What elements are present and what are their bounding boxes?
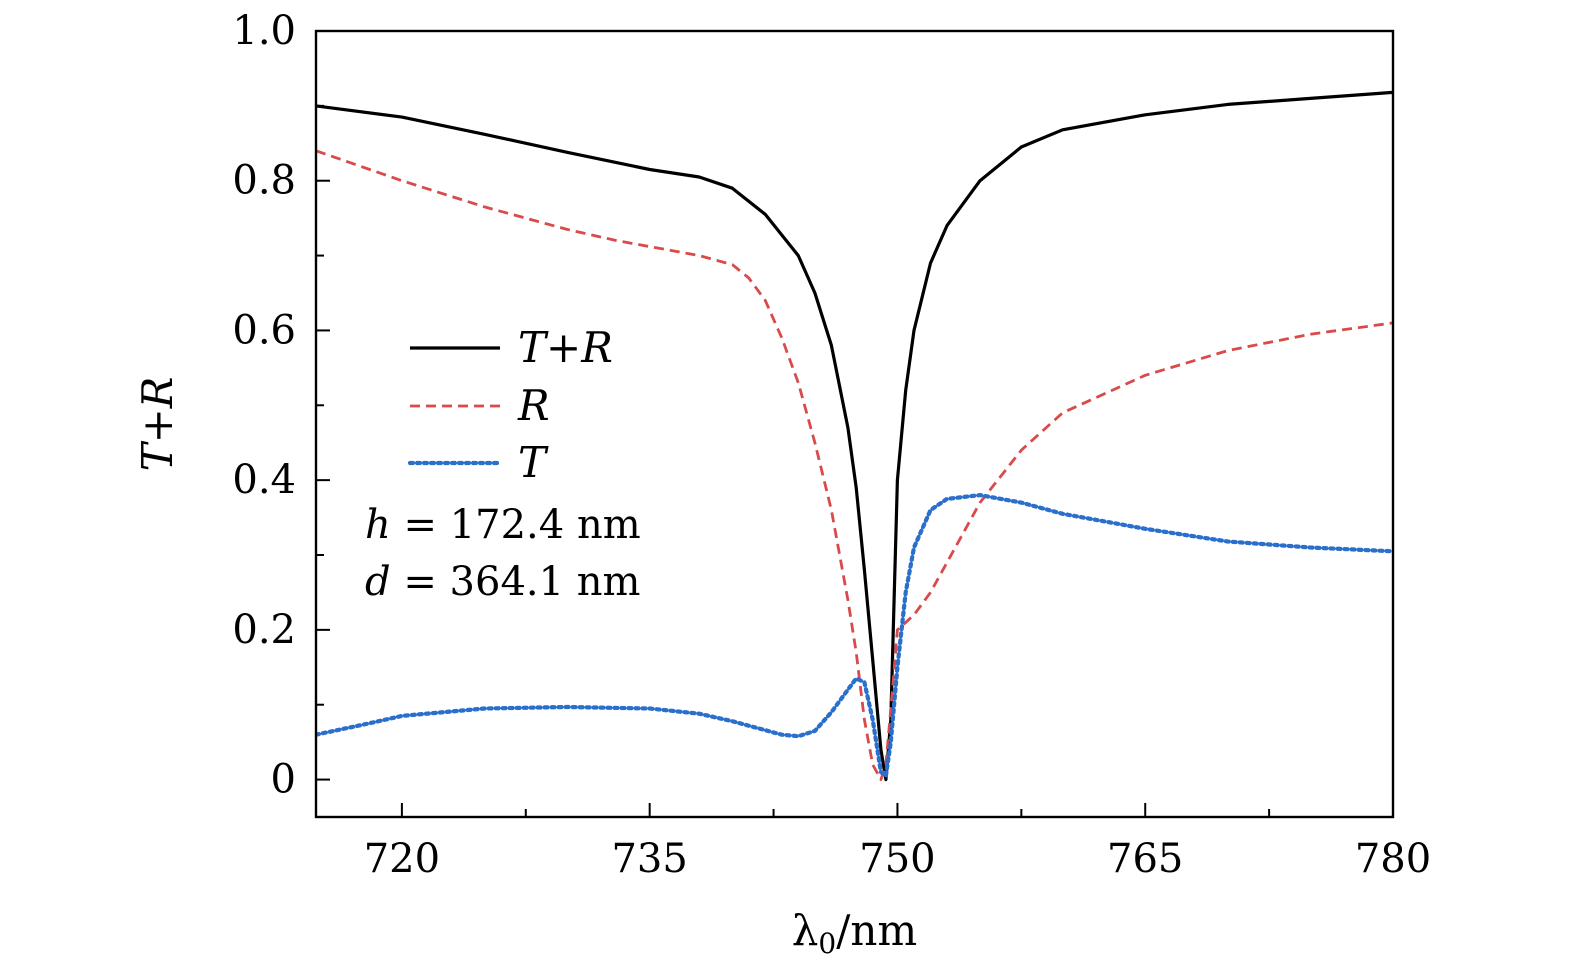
x-tick-label: 735 (611, 836, 687, 882)
y-tick-label: 0.2 (232, 607, 296, 653)
y-axis-label: T+R (133, 377, 182, 472)
plot-frame (314, 29, 1395, 819)
annotations: h = 172.4 nm d = 364.1 nm (365, 502, 641, 605)
x-tick-label: 720 (364, 836, 440, 882)
x-tick-label: 780 (1355, 836, 1431, 882)
series-line-t (316, 493, 1393, 778)
annotation-h: h = 172.4 nm (365, 502, 641, 548)
y-tick-label: 0.4 (232, 457, 296, 503)
x-tick-label: 765 (1107, 836, 1183, 882)
x-axis-label: λ0/nm (792, 906, 917, 960)
legend-label-total: T+R (518, 323, 613, 372)
y-tick-label: 0 (271, 757, 296, 803)
series-line-total (316, 90, 1393, 782)
legend-label-r: R (517, 381, 550, 430)
series-group (316, 90, 1393, 782)
y-tick-label: 0.8 (232, 158, 296, 204)
y-tick-label: 1.0 (232, 8, 296, 54)
x-tick-label: 750 (859, 836, 935, 882)
legend-label-t: T (518, 438, 549, 487)
axes-group: 720 735 750 765 780 0 0.2 0.4 0.6 0.8 1.0 λ0/nm T+R (133, 8, 1431, 960)
y-tick-label: 0.6 (232, 307, 296, 353)
annotation-d: d = 364.1 nm (365, 559, 640, 605)
legend: T+R RT (407, 323, 613, 487)
series-line-r (316, 149, 1393, 781)
